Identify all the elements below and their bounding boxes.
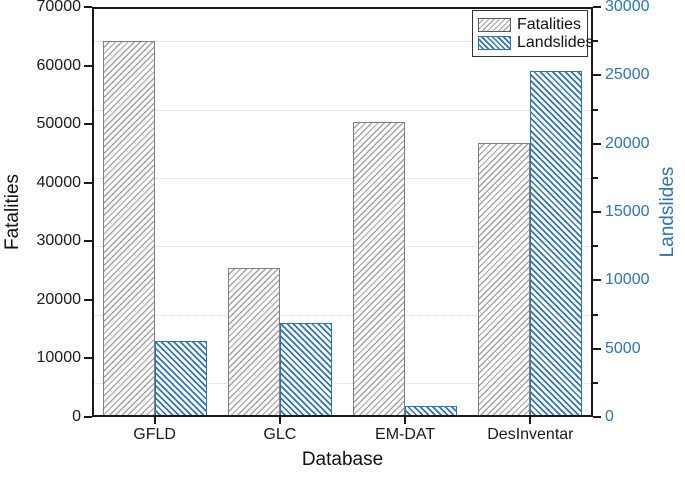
y-axis-tick-right (593, 6, 601, 8)
y-axis-minor-tick-right (593, 108, 598, 111)
y-tick-label-right: 0 (605, 408, 614, 425)
gridline (92, 246, 593, 248)
bar-fatalities-GFLD (102, 41, 155, 417)
y-axis-minor-tick-right (593, 176, 598, 179)
x-tick-label: DesInventar (487, 426, 574, 443)
y-axis-tick-left (84, 181, 92, 184)
y-tick-label-left: 20000 (36, 290, 82, 308)
legend-label-fatalities: Fatalities (517, 16, 582, 33)
bar-landslides-GFLD (154, 340, 207, 417)
y-axis-minor-tick-right (593, 40, 598, 43)
y-tick-label-left: 70000 (36, 0, 82, 15)
y-axis-tick-left (84, 298, 92, 301)
y-axis-tick-left (84, 240, 92, 243)
legend-entry-landslides: Landslides (478, 34, 594, 51)
y-axis-tick-left (84, 416, 92, 418)
fatalities-hatch-swatch (478, 17, 511, 32)
x-axis-title: Database (301, 449, 384, 470)
y-axis-tick-right (593, 347, 601, 350)
x-axis-tick (278, 417, 281, 424)
y-tick-label-right: 30000 (605, 0, 650, 15)
y-tick-label-right: 25000 (605, 66, 650, 84)
landslides-hatch-swatch (478, 35, 511, 50)
bar-fatalities-GLC (227, 268, 280, 417)
x-tick-label: GFLD (133, 426, 176, 443)
y-tick-label-right: 10000 (605, 271, 650, 289)
y-tick-label-right: 5000 (605, 339, 641, 357)
y-axis-minor-tick-right (593, 245, 598, 248)
bar-fatalities-DesInventar (478, 142, 531, 417)
y-axis-minor-tick-right (593, 313, 598, 316)
y-tick-label-left: 0 (72, 408, 81, 425)
gridline (92, 109, 593, 111)
y-tick-label-right: 15000 (605, 203, 650, 220)
y-axis-tick-right (593, 74, 601, 77)
y-tick-label-left: 40000 (36, 173, 82, 191)
y-axis-tick-left (84, 123, 92, 126)
y-axis-tick-right (593, 279, 601, 282)
y-axis-tick-right (593, 416, 601, 418)
x-axis-tick (404, 417, 407, 424)
y-tick-label-left: 60000 (36, 56, 82, 74)
x-tick-label: EM-DAT (375, 426, 436, 443)
legend: Fatalities Landslides (472, 10, 594, 57)
bar-landslides-GLC (279, 322, 332, 417)
y-axis-tick-left (84, 6, 92, 8)
y-tick-label-left: 50000 (36, 115, 82, 133)
x-axis-tick (153, 417, 156, 424)
x-tick-label: GLC (263, 426, 297, 443)
y-axis-tick-left (84, 64, 92, 67)
x-axis-tick (529, 417, 532, 424)
bar-fatalities-EM-DAT (353, 121, 406, 417)
plot-area (92, 7, 593, 417)
gridline (92, 41, 593, 43)
bar-landslides-DesInventar (530, 71, 583, 417)
y-axis-tick-left (84, 357, 92, 360)
y-axis-minor-tick-right (593, 381, 598, 384)
bar-landslides-EM-DAT (405, 406, 458, 417)
y-axis-tick-right (593, 142, 601, 145)
y-tick-label-right: 20000 (605, 134, 650, 152)
y-tick-label-left: 30000 (36, 232, 82, 250)
gridline (92, 177, 593, 179)
legend-entry-fatalities: Fatalities (478, 16, 582, 33)
gridline (92, 382, 593, 384)
y-tick-label-left: 10000 (36, 349, 82, 367)
gridline (92, 314, 593, 316)
legend-label-landslides: Landslides (517, 34, 594, 51)
y-axis-tick-right (593, 211, 601, 213)
